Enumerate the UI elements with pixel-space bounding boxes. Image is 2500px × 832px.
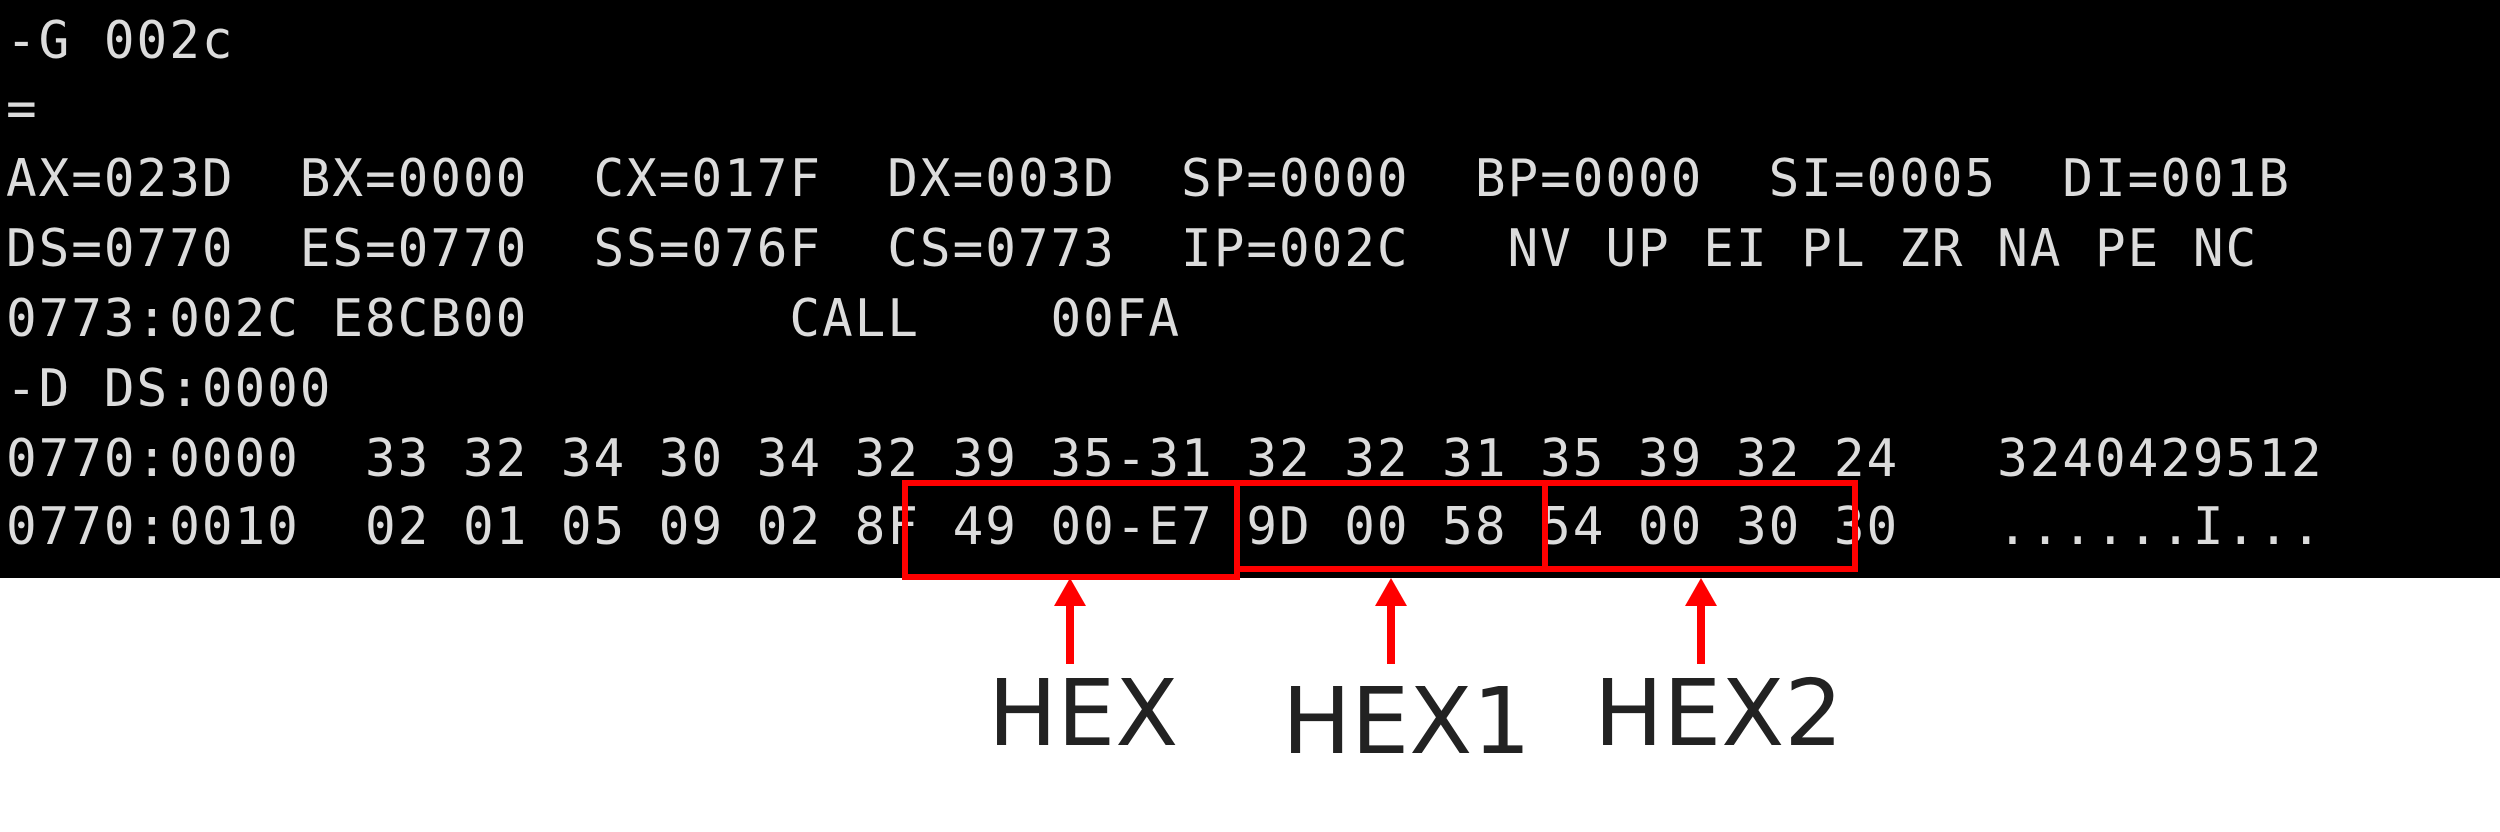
hex2-highlight-box — [1542, 480, 1858, 572]
hex1-label: HEX1 — [1282, 668, 1531, 775]
terminal-line-registers-2: DS=0770 ES=0770 SS=076F CS=0773 IP=002C … — [6, 219, 2259, 279]
hex1-arrow-icon — [1375, 578, 1407, 664]
hex1-highlight-box — [1234, 480, 1548, 572]
hex2-label: HEX2 — [1594, 660, 1843, 767]
terminal-line-dump-0000: 0770:0000 33 32 34 30 34 32 39 35-31 32 … — [6, 429, 2324, 489]
hex-highlight-box — [902, 480, 1240, 580]
terminal-line-command-g: -G 002c — [6, 11, 235, 71]
terminal-line-dump-0010: 0770:0010 02 01 05 09 02 8F 49 00-E7 9D … — [6, 497, 2324, 557]
hex-label: HEX — [988, 660, 1179, 767]
terminal-line-registers-1: AX=023D BX=0000 CX=017F DX=003D SP=0000 … — [6, 149, 2291, 209]
terminal-line-instruction: 0773:002C E8CB00 CALL 00FA — [6, 289, 1182, 349]
hex2-arrow-icon — [1685, 578, 1717, 664]
hex-arrow-icon — [1054, 578, 1086, 664]
terminal-line-prompt: = — [6, 79, 39, 139]
terminal-line-command-d: -D DS:0000 — [6, 359, 333, 419]
terminal-window: -G 002c = AX=023D BX=0000 CX=017F DX=003… — [0, 0, 2500, 578]
